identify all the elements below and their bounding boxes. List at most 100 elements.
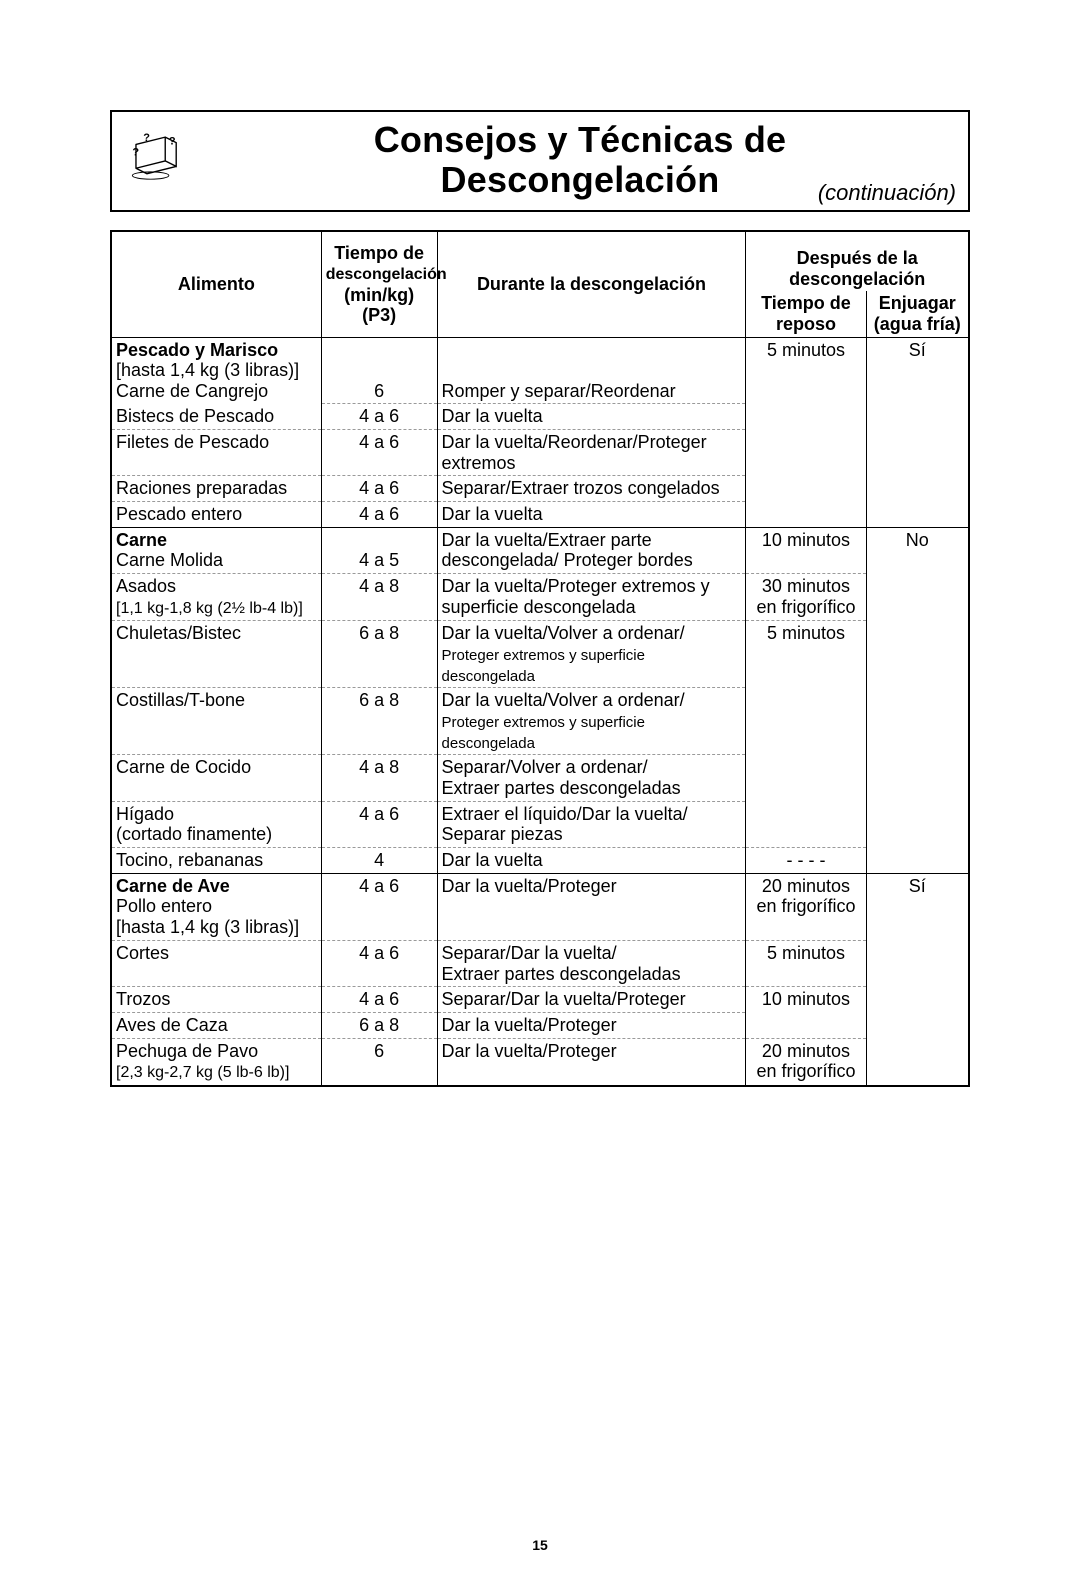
fish-title: Pescado y Marisco xyxy=(116,340,278,360)
meat-rinse: No xyxy=(866,527,969,873)
fish-row4-name: Pescado entero xyxy=(111,502,321,528)
poultry-row4-n2: [2,3 kg-2,7 kg (5 lb-6 lb)] xyxy=(116,1064,289,1081)
poultry-row0-n2: [hasta 1,4 kg (3 libras)] xyxy=(116,917,299,937)
title-continuation: (continuación) xyxy=(818,180,956,206)
th-time-l3: (min/kg) xyxy=(344,285,414,305)
poultry-title: Carne de Ave xyxy=(116,876,230,896)
poultry-row0: Carne de Ave Pollo entero [hasta 1,4 kg … xyxy=(111,873,969,940)
meat-row5-name-l2: (cortado finamente) xyxy=(116,824,272,844)
page: ? ? ? Consejos y Técnicas de Descongelac… xyxy=(0,0,1080,1593)
meat-row4-during: Separar/Volver a ordenar/ Extraer partes… xyxy=(437,755,746,801)
header-row-1: Alimento Tiempo de descongelación (min/k… xyxy=(111,231,969,291)
fish-row2-name: Filetes de Pescado xyxy=(111,430,321,476)
meat-row2: Chuletas/Bistec 6 a 8 Dar la vuelta/Volv… xyxy=(111,621,969,688)
poultry-row2-during: Separar/Dar la vuelta/Proteger xyxy=(437,987,746,1013)
fish-row4-time: 4 a 6 xyxy=(321,502,437,528)
th-rest: Tiempo de reposo xyxy=(746,291,866,337)
th-during: Durante la descongelación xyxy=(437,231,746,337)
th-food: Alimento xyxy=(111,231,321,337)
meat-title: Carne xyxy=(116,530,167,550)
meat-row1: Asados [1,1 kg-1,8 kg (2½ lb-4 lb)] 4 a … xyxy=(111,574,969,621)
meat-row2-time: 6 a 8 xyxy=(321,621,437,688)
meat-row1-rest-l1: 30 minutos xyxy=(762,576,850,596)
meat-row6-time: 4 xyxy=(321,848,437,874)
meat-row2-during-l1: Dar la vuelta/Volver a ordenar/ xyxy=(442,623,685,643)
poultry-rinse: Sí xyxy=(866,873,969,1085)
poultry-row4-n1: Pechuga de Pavo xyxy=(116,1041,258,1061)
th-rinse: Enjuagar (agua fría) xyxy=(866,291,969,337)
th-time-l2: descongelación xyxy=(326,266,447,283)
poultry-row0-during: Dar la vuelta/Proteger xyxy=(437,873,746,940)
poultry-row3-time: 6 a 8 xyxy=(321,1012,437,1038)
fish-row2-time: 4 a 6 xyxy=(321,430,437,476)
meat-row1-name: Asados [1,1 kg-1,8 kg (2½ lb-4 lb)] xyxy=(111,574,321,621)
poultry-row4-name: Pechuga de Pavo [2,3 kg-2,7 kg (5 lb-6 l… xyxy=(111,1038,321,1086)
fish-rest: 5 minutos xyxy=(746,337,866,527)
poultry-row0-rest-l1: 20 minutos xyxy=(762,876,850,896)
th-rest-l2: reposo xyxy=(776,314,836,334)
meat-row2-during-l2: Proteger extremos y superficie descongel… xyxy=(442,647,645,685)
poultry-row1-during-l1: Separar/Dar la vuelta/ xyxy=(442,943,617,963)
fish-title-cell: Pescado y Marisco [hasta 1,4 kg (3 libra… xyxy=(111,337,321,404)
poultry-row0-rest: 20 minutos en frigorífico xyxy=(746,873,866,940)
poultry-row1-time: 4 a 6 xyxy=(321,940,437,986)
fish-row4-during: Dar la vuelta xyxy=(437,502,746,528)
meat-row4-name: Carne de Cocido xyxy=(111,755,321,801)
defrost-icon: ? ? ? xyxy=(122,125,192,195)
meat-row3-name: Costillas/T-bone xyxy=(111,688,321,755)
meat-row5-time: 4 a 6 xyxy=(321,801,437,847)
svg-text:?: ? xyxy=(132,146,139,158)
meat-row6-during: Dar la vuelta xyxy=(437,848,746,874)
meat-row0-time: 4 a 5 xyxy=(321,527,437,573)
th-time-l1: Tiempo de xyxy=(334,243,424,263)
poultry-row1-during: Separar/Dar la vuelta/ Extraer partes de… xyxy=(437,940,746,986)
fish-rinse: Sí xyxy=(866,337,969,527)
meat-row0-text: Carne Molida xyxy=(116,550,223,570)
fish-row3-time: 4 a 6 xyxy=(321,476,437,502)
meat-row5-during-l1: Extraer el líquido/Dar la vuelta/ xyxy=(442,804,688,824)
fish-subtitle: [hasta 1,4 kg (3 libras)] xyxy=(116,360,299,380)
poultry-row2-time: 4 a 6 xyxy=(321,987,437,1013)
th-time-l4: (P3) xyxy=(362,305,396,325)
poultry-row3-during: Dar la vuelta/Proteger xyxy=(437,1012,746,1038)
fish-row1-name: Bistecs de Pescado xyxy=(111,404,321,430)
poultry-row2: Trozos 4 a 6 Separar/Dar la vuelta/Prote… xyxy=(111,987,969,1013)
meat-row1-time: 4 a 8 xyxy=(321,574,437,621)
poultry-row0-n1: Pollo entero xyxy=(116,896,212,916)
meat-row0-name: Carne Carne Molida xyxy=(111,527,321,573)
fish-row1-during: Dar la vuelta xyxy=(437,404,746,430)
meat-row1-name-l1: Asados xyxy=(116,576,176,596)
meat-row3-during-l2: Proteger extremos y superficie descongel… xyxy=(442,714,645,752)
fish-row1-time: 4 a 6 xyxy=(321,404,437,430)
poultry-row1-during-l2: Extraer partes descongeladas xyxy=(442,964,681,984)
meat-row1-rest-l2: en frigorífico xyxy=(756,597,855,617)
meat-row6-name: Tocino, rebananas xyxy=(111,848,321,874)
poultry-row0-rest-l2: en frigorífico xyxy=(756,896,855,916)
fish-row3-name: Raciones preparadas xyxy=(111,476,321,502)
meat-row1-during: Dar la vuelta/Proteger extremos y superf… xyxy=(437,574,746,621)
poultry-row4-time: 6 xyxy=(321,1038,437,1086)
svg-text:?: ? xyxy=(169,135,176,147)
poultry-row1-name: Cortes xyxy=(111,940,321,986)
fish-row3-during: Separar/Extraer trozos congelados xyxy=(437,476,746,502)
title-line1: Consejos y Técnicas de xyxy=(374,119,787,160)
meat-row0-rest: 10 minutos xyxy=(746,527,866,573)
meat-row3-time: 6 a 8 xyxy=(321,688,437,755)
poultry-rest-group: 10 minutos xyxy=(746,987,866,1038)
meat-row5-during: Extraer el líquido/Dar la vuelta/ Separa… xyxy=(437,801,746,847)
meat-row4-time: 4 a 8 xyxy=(321,755,437,801)
meat-row0: Carne Carne Molida 4 a 5 Dar la vuelta/E… xyxy=(111,527,969,573)
poultry-row3-name: Aves de Caza xyxy=(111,1012,321,1038)
meat-row0-during: Dar la vuelta/Extraer parte descongelada… xyxy=(437,527,746,573)
th-time: Tiempo de descongelación (min/kg) (P3) xyxy=(321,231,437,337)
meat-rest-group: 5 minutos xyxy=(746,621,866,848)
meat-row5-name-l1: Hígado xyxy=(116,804,174,824)
meat-row4-during-l2: Extraer partes descongeladas xyxy=(442,778,681,798)
meat-row5-during-l2: Separar piezas xyxy=(442,824,563,844)
fish-row0-name: Carne de Cangrejo xyxy=(116,381,268,401)
fish-row0-time: 6 xyxy=(321,337,437,404)
meat-row2-during: Dar la vuelta/Volver a ordenar/ Proteger… xyxy=(437,621,746,688)
title-line2: Descongelación xyxy=(441,159,720,200)
poultry-row1: Cortes 4 a 6 Separar/Dar la vuelta/ Extr… xyxy=(111,940,969,986)
fish-row0-during: Romper y separar/Reordenar xyxy=(437,337,746,404)
